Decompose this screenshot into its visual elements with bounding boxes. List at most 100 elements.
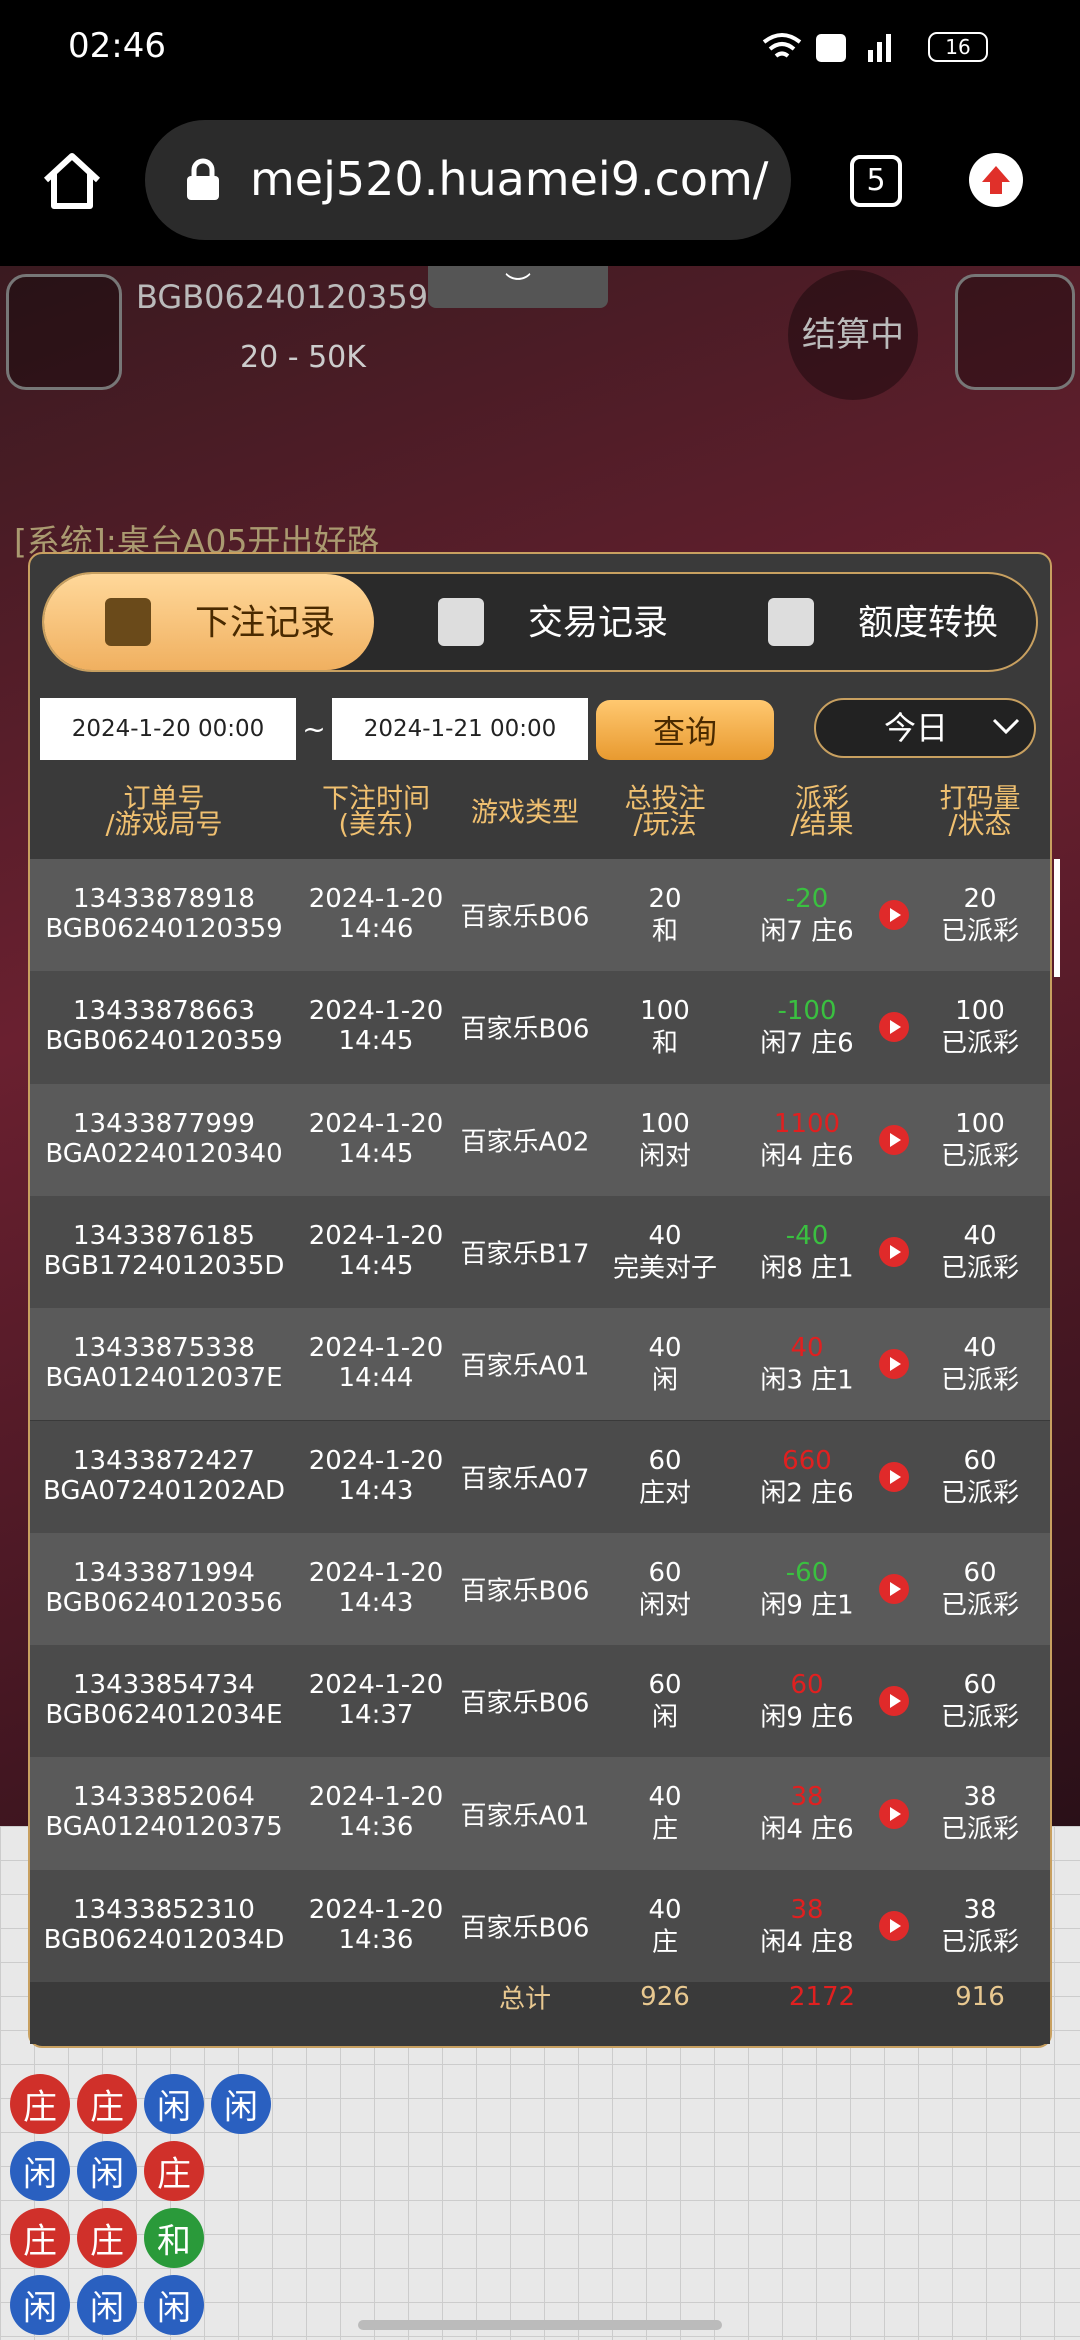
cell: BGB06240120356 [45,1587,283,1618]
cell: 百家乐B06 [460,1913,590,1944]
cell: 完美对子 [612,1253,718,1284]
tab-count[interactable]: 5 [850,155,902,207]
cell: BGB1724012035D [43,1250,285,1281]
date-to-input[interactable] [332,698,588,760]
play-icon[interactable] [879,1461,909,1492]
bead-label: 闲 [23,2154,57,2195]
cell: 2024-1-20 [308,996,444,1027]
cell: BGA0124012037E [45,1363,283,1394]
cell: 13433852310 [73,1894,255,1925]
cell: 百家乐B06 [460,1688,590,1719]
cell: 1100 [773,1108,841,1139]
cell: 60 [963,1557,997,1588]
total-bet: 926 [640,1982,690,2012]
home-button[interactable] [40,150,104,214]
play-triangle [890,1581,901,1596]
cell: 13433871994 [73,1557,255,1588]
tab-icon[interactable] [438,598,484,646]
cell: 13433872427 [73,1445,255,1476]
play-triangle [890,1357,901,1372]
cell: 14:43 [338,1475,414,1506]
cell: BGB0624012034D [43,1924,285,1955]
total-code: 916 [955,1982,1005,2012]
cell: 和 [651,916,679,947]
cell: 14:36 [338,1924,414,1955]
column-header: (美东) [338,809,414,841]
cell: 14:37 [338,1700,414,1731]
collapse-tab[interactable]: ︶ [428,266,608,308]
play-icon[interactable] [879,1012,909,1043]
tab-icon[interactable] [105,598,151,646]
cell: 14:45 [338,1026,414,1057]
play-icon[interactable] [879,1798,909,1829]
column-header: 派彩 [795,783,849,815]
play-triangle [890,908,901,923]
cell: 庄对 [638,1478,692,1508]
play-icon[interactable] [879,1910,909,1941]
cell: 20 [963,884,997,914]
play-icon[interactable] [879,1573,909,1604]
game-state: 结算中 [788,270,918,400]
cell: 14:36 [338,1812,414,1843]
cell: 60 [648,1670,682,1701]
cell: 40 [790,1333,824,1364]
cell: 闲对 [638,1590,692,1621]
cell: 13433852064 [73,1782,255,1813]
bead [77,2141,137,2201]
cell: 已派彩 [940,1478,1020,1508]
table-id: BGB06240120359 [136,278,429,316]
period-select[interactable] [814,698,1036,758]
cell: 660 [782,1445,832,1476]
cell: 闲 [651,1365,679,1396]
play-icon[interactable] [879,1686,909,1717]
cell: 100 [640,996,690,1027]
scrollbar [1054,859,1060,977]
home-indicator [358,2320,722,2330]
cell: 100 [955,1108,1005,1139]
play-triangle [890,1694,901,1709]
url-bar[interactable] [145,120,791,240]
cell: 和 [651,1028,679,1059]
cell: BGA01240120375 [45,1812,283,1843]
date-from: 2024-1-20 00:00 [71,716,265,742]
play-icon[interactable] [879,1124,909,1155]
play-triangle [890,1918,901,1933]
cell: 13433875338 [73,1333,255,1364]
column-header: 游戏类型 [471,797,579,829]
query-button[interactable] [596,700,774,760]
cell: 40 [648,1782,682,1813]
play-icon[interactable] [879,900,909,931]
column-header: /结果 [790,809,854,841]
active-tab-bg [44,574,374,670]
total-label: 总计 [498,1984,552,2015]
cell: 38 [790,1894,824,1925]
tab-icon[interactable] [768,598,814,646]
bead [144,2141,204,2201]
cell: 60 [963,1670,997,1701]
update-button[interactable] [968,152,1024,208]
back-button[interactable] [6,274,122,390]
play-triangle [890,1132,901,1147]
play-icon[interactable] [879,1349,909,1380]
bead [144,2208,204,2268]
cell: 闲4 庄6 [760,1141,854,1172]
cell: 20 [648,884,682,914]
menu-button[interactable] [955,274,1075,390]
play-icon[interactable] [879,1237,909,1268]
cell: 2024-1-20 [308,1894,444,1925]
play-triangle [890,1806,901,1821]
bead [10,2275,70,2335]
cell: 已派彩 [940,1028,1020,1059]
bead-label: 和 [157,2221,191,2262]
bead-label: 闲 [23,2288,57,2329]
cell: 百家乐B17 [460,1239,590,1270]
date-from-input[interactable] [40,698,296,760]
play-triangle [890,1020,901,1035]
tab-label: 下注记录 [194,603,336,644]
cell: 2024-1-20 [308,1557,444,1588]
cell: 已派彩 [940,1365,1020,1396]
cell: 60 [648,1445,682,1476]
cell: 38 [963,1782,997,1813]
cell: 百家乐A02 [460,1127,590,1158]
